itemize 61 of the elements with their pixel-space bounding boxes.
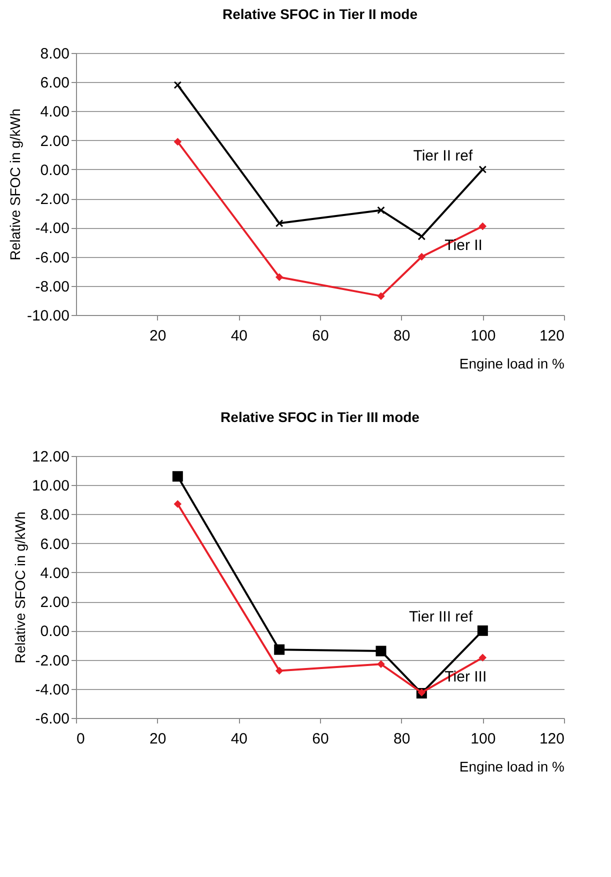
point [478,222,487,230]
y-tick-label: -6.00 [35,710,70,728]
point [174,500,182,508]
x-tick-label: 60 [312,328,329,344]
point [172,471,183,482]
point [275,273,284,282]
y-tick-label: -8.00 [35,278,70,296]
y-tick-label: 2.00 [40,594,70,612]
point [275,219,284,228]
y-tick-label: 6.00 [40,536,70,553]
x-tick-label: 20 [149,328,166,344]
point [418,252,426,261]
point [174,138,182,146]
x-axis-title: Engine load in % [459,356,564,372]
y-tick-label: -4.00 [35,681,70,698]
point [377,206,385,214]
point [376,646,386,656]
x-tick-label: 120 [539,328,564,344]
series-label: Tier II [444,237,482,254]
y-tick-label: -4.00 [35,220,70,238]
y-tick-label: 8.00 [40,506,70,524]
y-tick-label: -2.00 [35,652,70,670]
y-axis-title: Relative SFOC in g/kWh [12,512,28,664]
series-label: Tier II ref [413,147,474,164]
y-tick-label: 12.00 [32,448,70,466]
y-tick-label: -2.00 [35,191,70,208]
y-tick-label: 4.00 [40,104,70,121]
point [478,654,487,662]
x-axis-title: Engine load in % [459,758,564,774]
y-tick-label: 8.00 [40,46,70,62]
y-tick-label: 4.00 [40,564,70,582]
point [377,660,385,668]
x-tick-label: 40 [230,730,248,748]
y-tick-label: 2.00 [40,132,70,150]
chart-title: Relative SFOC in Tier III mode [220,409,420,425]
point [377,292,385,300]
x-tick-label: 80 [393,730,410,748]
x-tick-label: 120 [539,730,564,748]
x-tick-label: 20 [149,730,166,748]
point [274,644,285,655]
y-tick-label: 6.00 [40,74,70,92]
x-tick-label: 100 [470,730,496,748]
x-tick-label: 80 [393,328,410,344]
x-tick-label: 40 [230,328,248,344]
x-tick-label: 100 [470,328,496,344]
point [418,232,426,240]
x-tick-label: 60 [312,730,329,748]
x-tick-label: 0 [76,730,85,748]
y-tick-label: 0.00 [40,623,70,640]
point [477,625,488,636]
series-label: Tier III [444,668,487,686]
series-label: Tier III ref [409,608,474,626]
y-axis-title: Relative SFOC in g/kWh [6,108,23,260]
point [478,166,487,174]
y-tick-label: -10.00 [26,308,70,324]
y-tick-label: 0.00 [40,162,70,179]
point [174,81,182,89]
y-tick-label: 10.00 [32,478,70,495]
point [275,666,284,675]
chart-title: Relative SFOC in Tier II mode [222,6,418,22]
y-tick-label: -6.00 [35,249,70,266]
